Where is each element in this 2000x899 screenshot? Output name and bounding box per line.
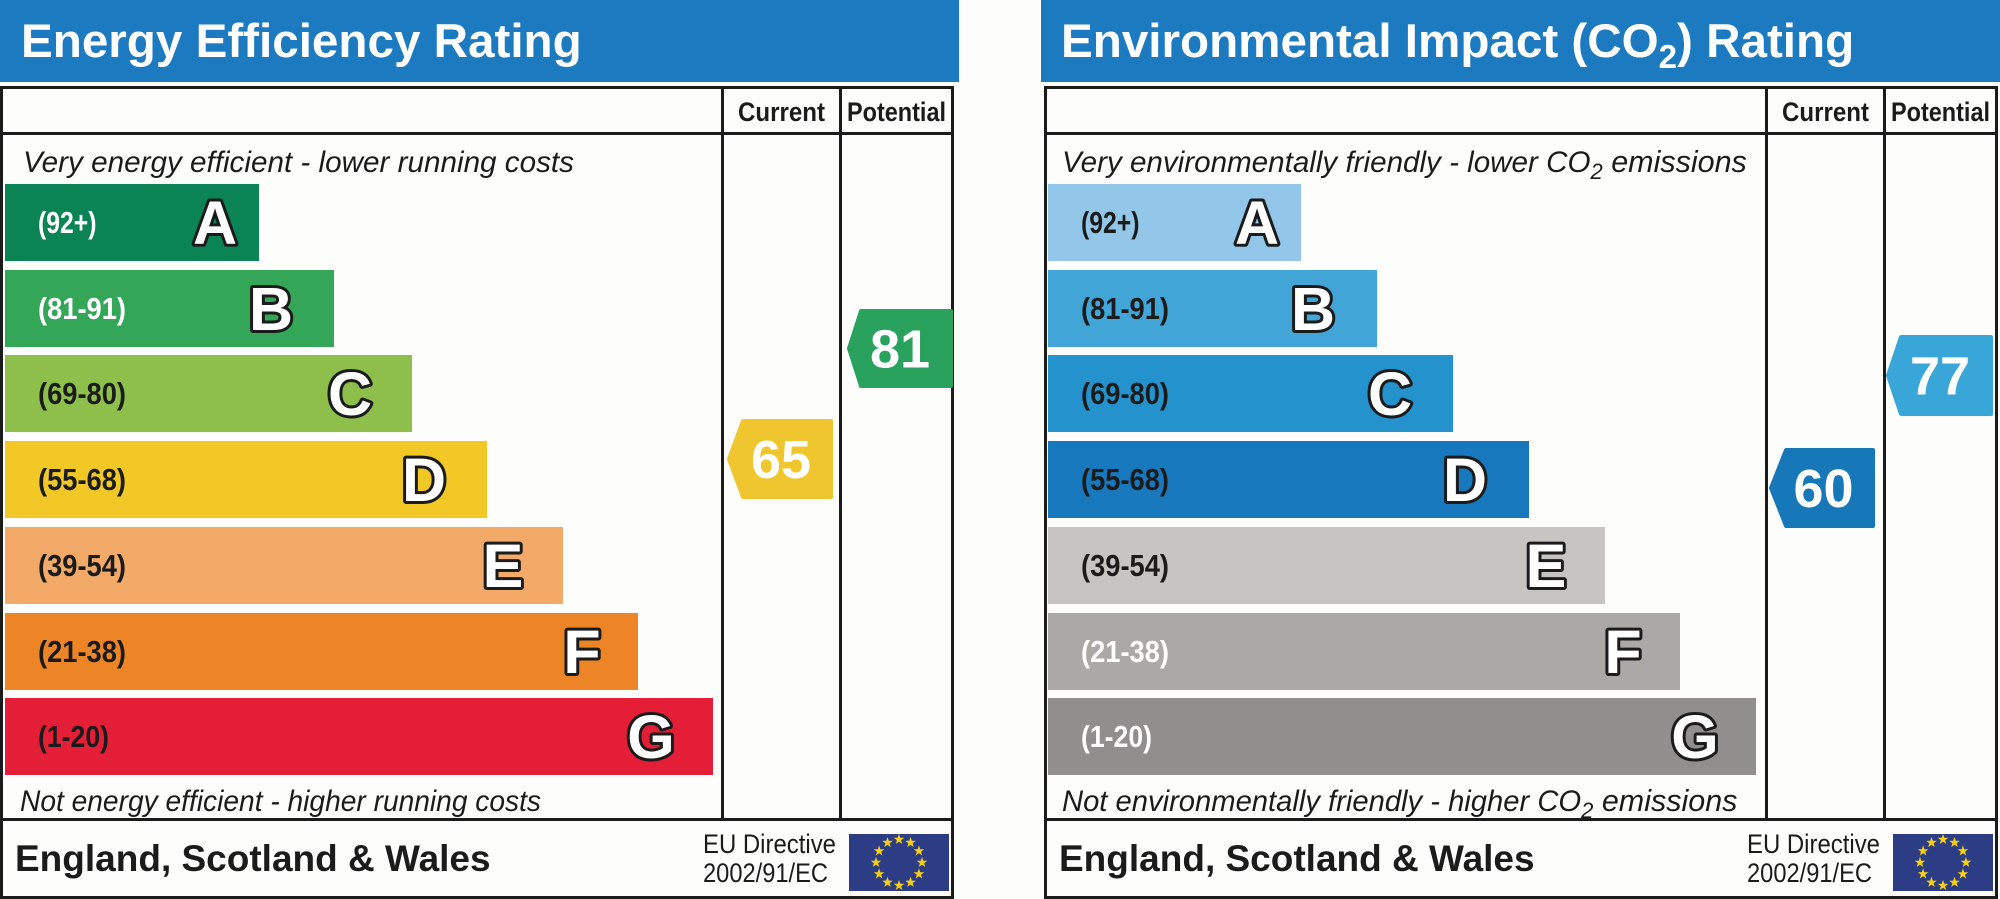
svg-text:(21-38): (21-38) [38,634,126,669]
svg-text:Very environmentally friendly: Very environmentally friendly - lower CO… [1062,145,1747,184]
svg-text:(39-54): (39-54) [1081,548,1169,583]
svg-text:(81-91): (81-91) [38,291,126,326]
svg-text:F: F [563,618,600,686]
svg-text:(69-80): (69-80) [38,376,126,411]
svg-text:(1-20): (1-20) [1081,719,1152,754]
svg-text:G: G [1671,703,1718,771]
svg-text:Energy Efficiency Rating: Energy Efficiency Rating [21,15,582,68]
svg-text:2002/91/EC: 2002/91/EC [1747,858,1872,888]
svg-text:81: 81 [870,320,930,380]
svg-text:B: B [1291,275,1335,343]
svg-text:D: D [402,446,446,514]
svg-text:(69-80): (69-80) [1081,376,1169,411]
svg-text:Not energy efficient - higher: Not energy efficient - higher running co… [20,785,541,818]
svg-text:Current: Current [1782,97,1869,127]
svg-text:F: F [1604,618,1641,686]
svg-text:E: E [1526,532,1567,600]
svg-text:England, Scotland & Wales: England, Scotland & Wales [15,838,491,879]
svg-text:B: B [249,275,293,343]
svg-text:(81-91): (81-91) [1081,291,1169,326]
svg-text:E: E [483,532,524,600]
svg-text:65: 65 [751,430,811,490]
svg-text:G: G [627,703,674,771]
svg-text:Potential: Potential [1891,97,1990,127]
svg-text:77: 77 [1910,347,1970,407]
svg-text:2002/91/EC: 2002/91/EC [703,858,828,888]
svg-text:(1-20): (1-20) [38,719,109,754]
svg-text:Potential: Potential [847,97,946,127]
svg-text:(55-68): (55-68) [38,462,126,497]
svg-text:60: 60 [1793,459,1853,519]
svg-text:Very energy efficient - lower: Very energy efficient - lower running co… [23,146,574,179]
svg-text:(55-68): (55-68) [1081,462,1169,497]
svg-text:Not environmentally friendly -: Not environmentally friendly - higher CO… [1062,784,1737,823]
svg-text:A: A [1235,189,1279,257]
svg-text:C: C [1368,360,1412,428]
svg-text:Environmental Impact (CO2) Rat: Environmental Impact (CO2) Rating [1061,15,1854,75]
svg-text:(92+): (92+) [1081,205,1140,240]
svg-text:(39-54): (39-54) [38,548,126,583]
svg-text:EU Directive: EU Directive [703,829,836,859]
svg-text:D: D [1443,446,1487,514]
svg-text:Current: Current [738,97,825,127]
svg-text:(92+): (92+) [38,205,97,240]
svg-text:England, Scotland & Wales: England, Scotland & Wales [1059,838,1535,879]
svg-text:A: A [193,189,237,257]
svg-text:EU Directive: EU Directive [1747,829,1880,859]
svg-text:C: C [328,360,372,428]
svg-text:(21-38): (21-38) [1081,634,1169,669]
